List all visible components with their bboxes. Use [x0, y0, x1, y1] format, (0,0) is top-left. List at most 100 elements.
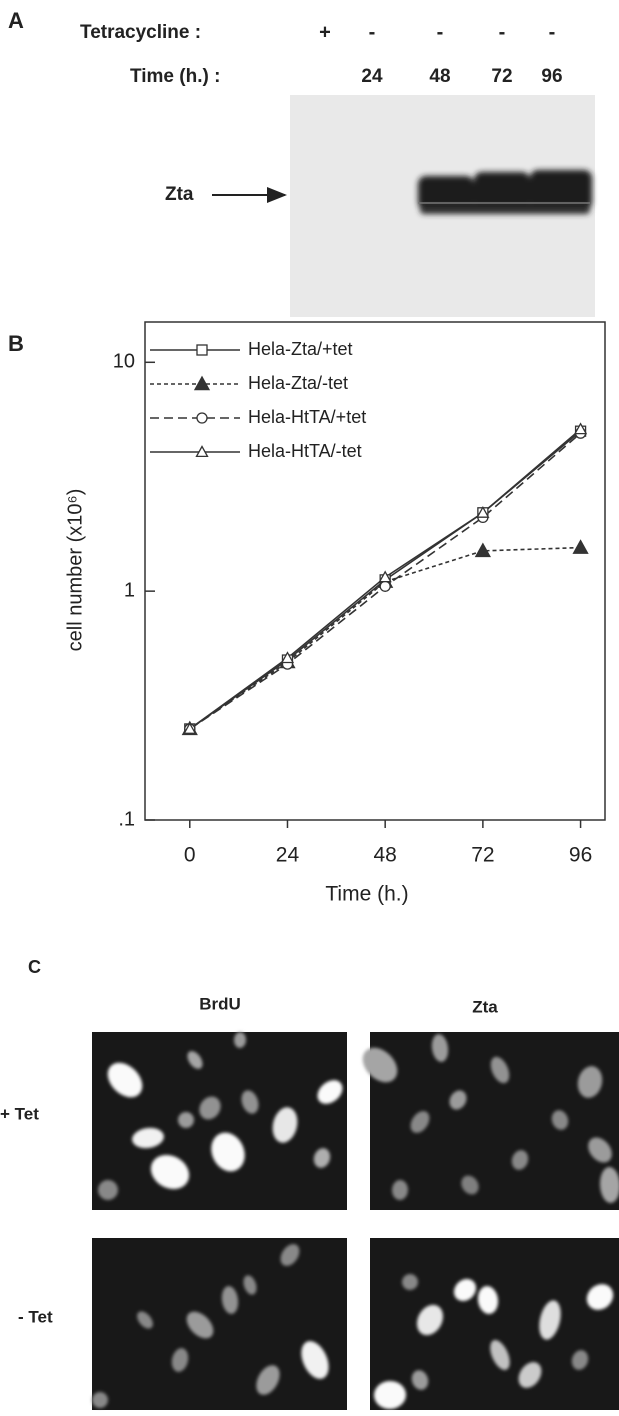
- cell: [577, 1066, 603, 1098]
- cell: [150, 1154, 190, 1190]
- marker: [195, 445, 209, 458]
- cell: [243, 1275, 257, 1295]
- cell: [449, 1090, 467, 1110]
- marker: [193, 375, 211, 391]
- cells: [92, 1244, 329, 1408]
- cell: [511, 1150, 529, 1170]
- marker: [196, 344, 208, 356]
- row-label: Time (h.) :: [130, 66, 220, 87]
- time-label: 24: [361, 66, 383, 87]
- micrograph: [92, 1238, 347, 1410]
- cell: [518, 1362, 542, 1388]
- cell: [171, 1348, 189, 1372]
- micrograph: [92, 1032, 347, 1210]
- legend-label: Hela-Zta/-tet: [248, 373, 348, 393]
- cell: [137, 1311, 153, 1329]
- y-tick-label: .1: [118, 808, 135, 830]
- marker: [280, 651, 295, 664]
- cell: [453, 1278, 477, 1302]
- cell: [490, 1056, 510, 1084]
- cell: [362, 1047, 398, 1083]
- marker: [474, 542, 491, 558]
- cell: [132, 1127, 164, 1149]
- column-label: Zta: [472, 997, 498, 1016]
- panel-label: B: [8, 331, 24, 356]
- cell: [402, 1274, 418, 1290]
- cell: [391, 1180, 409, 1200]
- cell: [551, 1110, 569, 1130]
- cell: [313, 1148, 331, 1168]
- cell: [586, 1284, 614, 1310]
- cell: [280, 1244, 300, 1266]
- marker: [572, 539, 589, 554]
- tet-sign: -: [499, 21, 506, 43]
- cell: [301, 1341, 329, 1379]
- cell: [256, 1365, 280, 1395]
- panel-label: A: [8, 8, 24, 33]
- panel-label: C: [28, 957, 41, 977]
- cell: [187, 1051, 203, 1069]
- cell: [199, 1096, 221, 1120]
- cell: [233, 1032, 247, 1048]
- time-label: 48: [429, 66, 450, 87]
- bands: [418, 170, 592, 214]
- row-label: - Tet: [18, 1307, 53, 1326]
- time-label: 96: [541, 66, 562, 87]
- legend-label: Hela-HtTA/-tet: [248, 441, 362, 461]
- cell: [477, 1286, 499, 1314]
- x-tick-label: 72: [471, 844, 494, 867]
- cell: [272, 1107, 298, 1143]
- cell: [461, 1175, 479, 1195]
- cell: [571, 1350, 589, 1370]
- cells: [362, 1034, 619, 1203]
- cell: [410, 1111, 430, 1133]
- cell: [588, 1137, 612, 1163]
- cell: [221, 1286, 239, 1314]
- band-label: Zta: [165, 184, 194, 205]
- micrograph-bg: [92, 1238, 347, 1410]
- y-axis-label: cell number (x10⁶): [64, 489, 86, 652]
- cells: [98, 1032, 343, 1200]
- cell: [92, 1392, 108, 1408]
- marker: [183, 722, 197, 734]
- tet-sign: -: [369, 21, 376, 43]
- micrograph: [362, 1032, 619, 1210]
- tet-sign: -: [549, 21, 556, 43]
- cell: [416, 1304, 444, 1336]
- marker: [379, 580, 391, 592]
- legend-label: Hela-Zta/+tet: [248, 339, 353, 359]
- y-tick-label: 10: [113, 351, 135, 373]
- x-tick-label: 96: [569, 844, 592, 867]
- row-label: + Tet: [0, 1104, 39, 1123]
- tet-sign: -: [437, 21, 444, 43]
- plot-frame: [144, 321, 606, 821]
- marker: [476, 505, 490, 518]
- cell: [98, 1180, 118, 1200]
- legend-label: Hela-HtTA/+tet: [248, 407, 366, 427]
- row-label: Tetracycline :: [80, 22, 201, 43]
- time-label: 72: [491, 66, 512, 87]
- lane-labels: + - 24 - 48 - 72 - 96: [319, 21, 562, 87]
- micrograph-bg: [92, 1032, 347, 1210]
- micrograph: [370, 1238, 619, 1410]
- cells: [374, 1274, 614, 1410]
- x-tick-label: 48: [373, 844, 396, 867]
- micrograph-bg: [370, 1238, 619, 1410]
- cell: [317, 1080, 343, 1104]
- marker: [378, 570, 392, 583]
- cell: [211, 1132, 245, 1172]
- x-axis-label: Time (h.): [325, 883, 408, 906]
- tet-sign: +: [319, 21, 331, 43]
- y-tick-label: 1: [124, 579, 135, 601]
- cell: [178, 1112, 194, 1128]
- cell: [411, 1370, 429, 1390]
- series-line: [189, 546, 581, 730]
- marker: [573, 422, 588, 435]
- cell: [539, 1300, 561, 1340]
- column-label: BrdU: [199, 994, 241, 1013]
- cell: [186, 1311, 214, 1339]
- chart: .1 1 10 0 24 48 72 96 Time (h.) cell number (x10⁶…: [64, 321, 606, 906]
- x-tick-label: 0: [184, 844, 196, 867]
- cell: [241, 1090, 259, 1114]
